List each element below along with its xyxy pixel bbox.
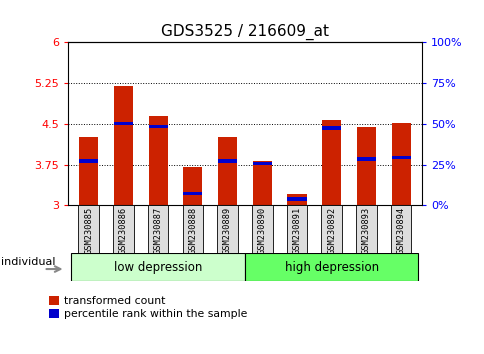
Text: GSM230890: GSM230890 [257, 207, 266, 254]
Bar [79, 137, 98, 205]
Bar [79, 159, 98, 162]
Bar [114, 121, 133, 125]
Text: GSM230891: GSM230891 [292, 207, 301, 254]
Bar [356, 158, 375, 161]
Bar [287, 197, 306, 201]
Bar [252, 161, 271, 205]
Text: individual: individual [1, 257, 56, 267]
Bar [252, 205, 272, 253]
Bar [148, 125, 167, 129]
Text: low depression: low depression [114, 261, 202, 274]
Text: GSM230893: GSM230893 [361, 207, 370, 254]
Text: GSM230885: GSM230885 [84, 207, 93, 254]
Bar [252, 162, 271, 165]
Bar [321, 120, 341, 205]
Bar [244, 253, 418, 281]
Bar [217, 205, 237, 253]
Bar [218, 159, 237, 162]
Text: GSM230894: GSM230894 [396, 207, 405, 254]
Text: GSM230892: GSM230892 [327, 207, 335, 254]
Bar [287, 194, 306, 205]
Bar [355, 205, 376, 253]
Bar [113, 205, 134, 253]
Bar [182, 205, 203, 253]
Bar [183, 192, 202, 195]
Bar [356, 127, 375, 205]
Bar [148, 116, 167, 205]
Text: GSM230886: GSM230886 [119, 207, 128, 254]
Text: GSM230888: GSM230888 [188, 207, 197, 254]
Bar [148, 205, 168, 253]
Bar [391, 156, 410, 159]
Bar [71, 253, 244, 281]
Bar [391, 123, 410, 205]
Bar [114, 86, 133, 205]
Title: GDS3525 / 216609_at: GDS3525 / 216609_at [161, 23, 328, 40]
Bar [321, 205, 341, 253]
Text: GSM230887: GSM230887 [153, 207, 162, 254]
Bar [78, 205, 99, 253]
Bar [390, 205, 410, 253]
Bar [286, 205, 306, 253]
Bar [183, 167, 202, 205]
Text: high depression: high depression [284, 261, 378, 274]
Bar [321, 126, 341, 130]
Text: GSM230889: GSM230889 [223, 207, 231, 254]
Bar [218, 137, 237, 205]
Legend: transformed count, percentile rank within the sample: transformed count, percentile rank withi… [49, 296, 247, 319]
